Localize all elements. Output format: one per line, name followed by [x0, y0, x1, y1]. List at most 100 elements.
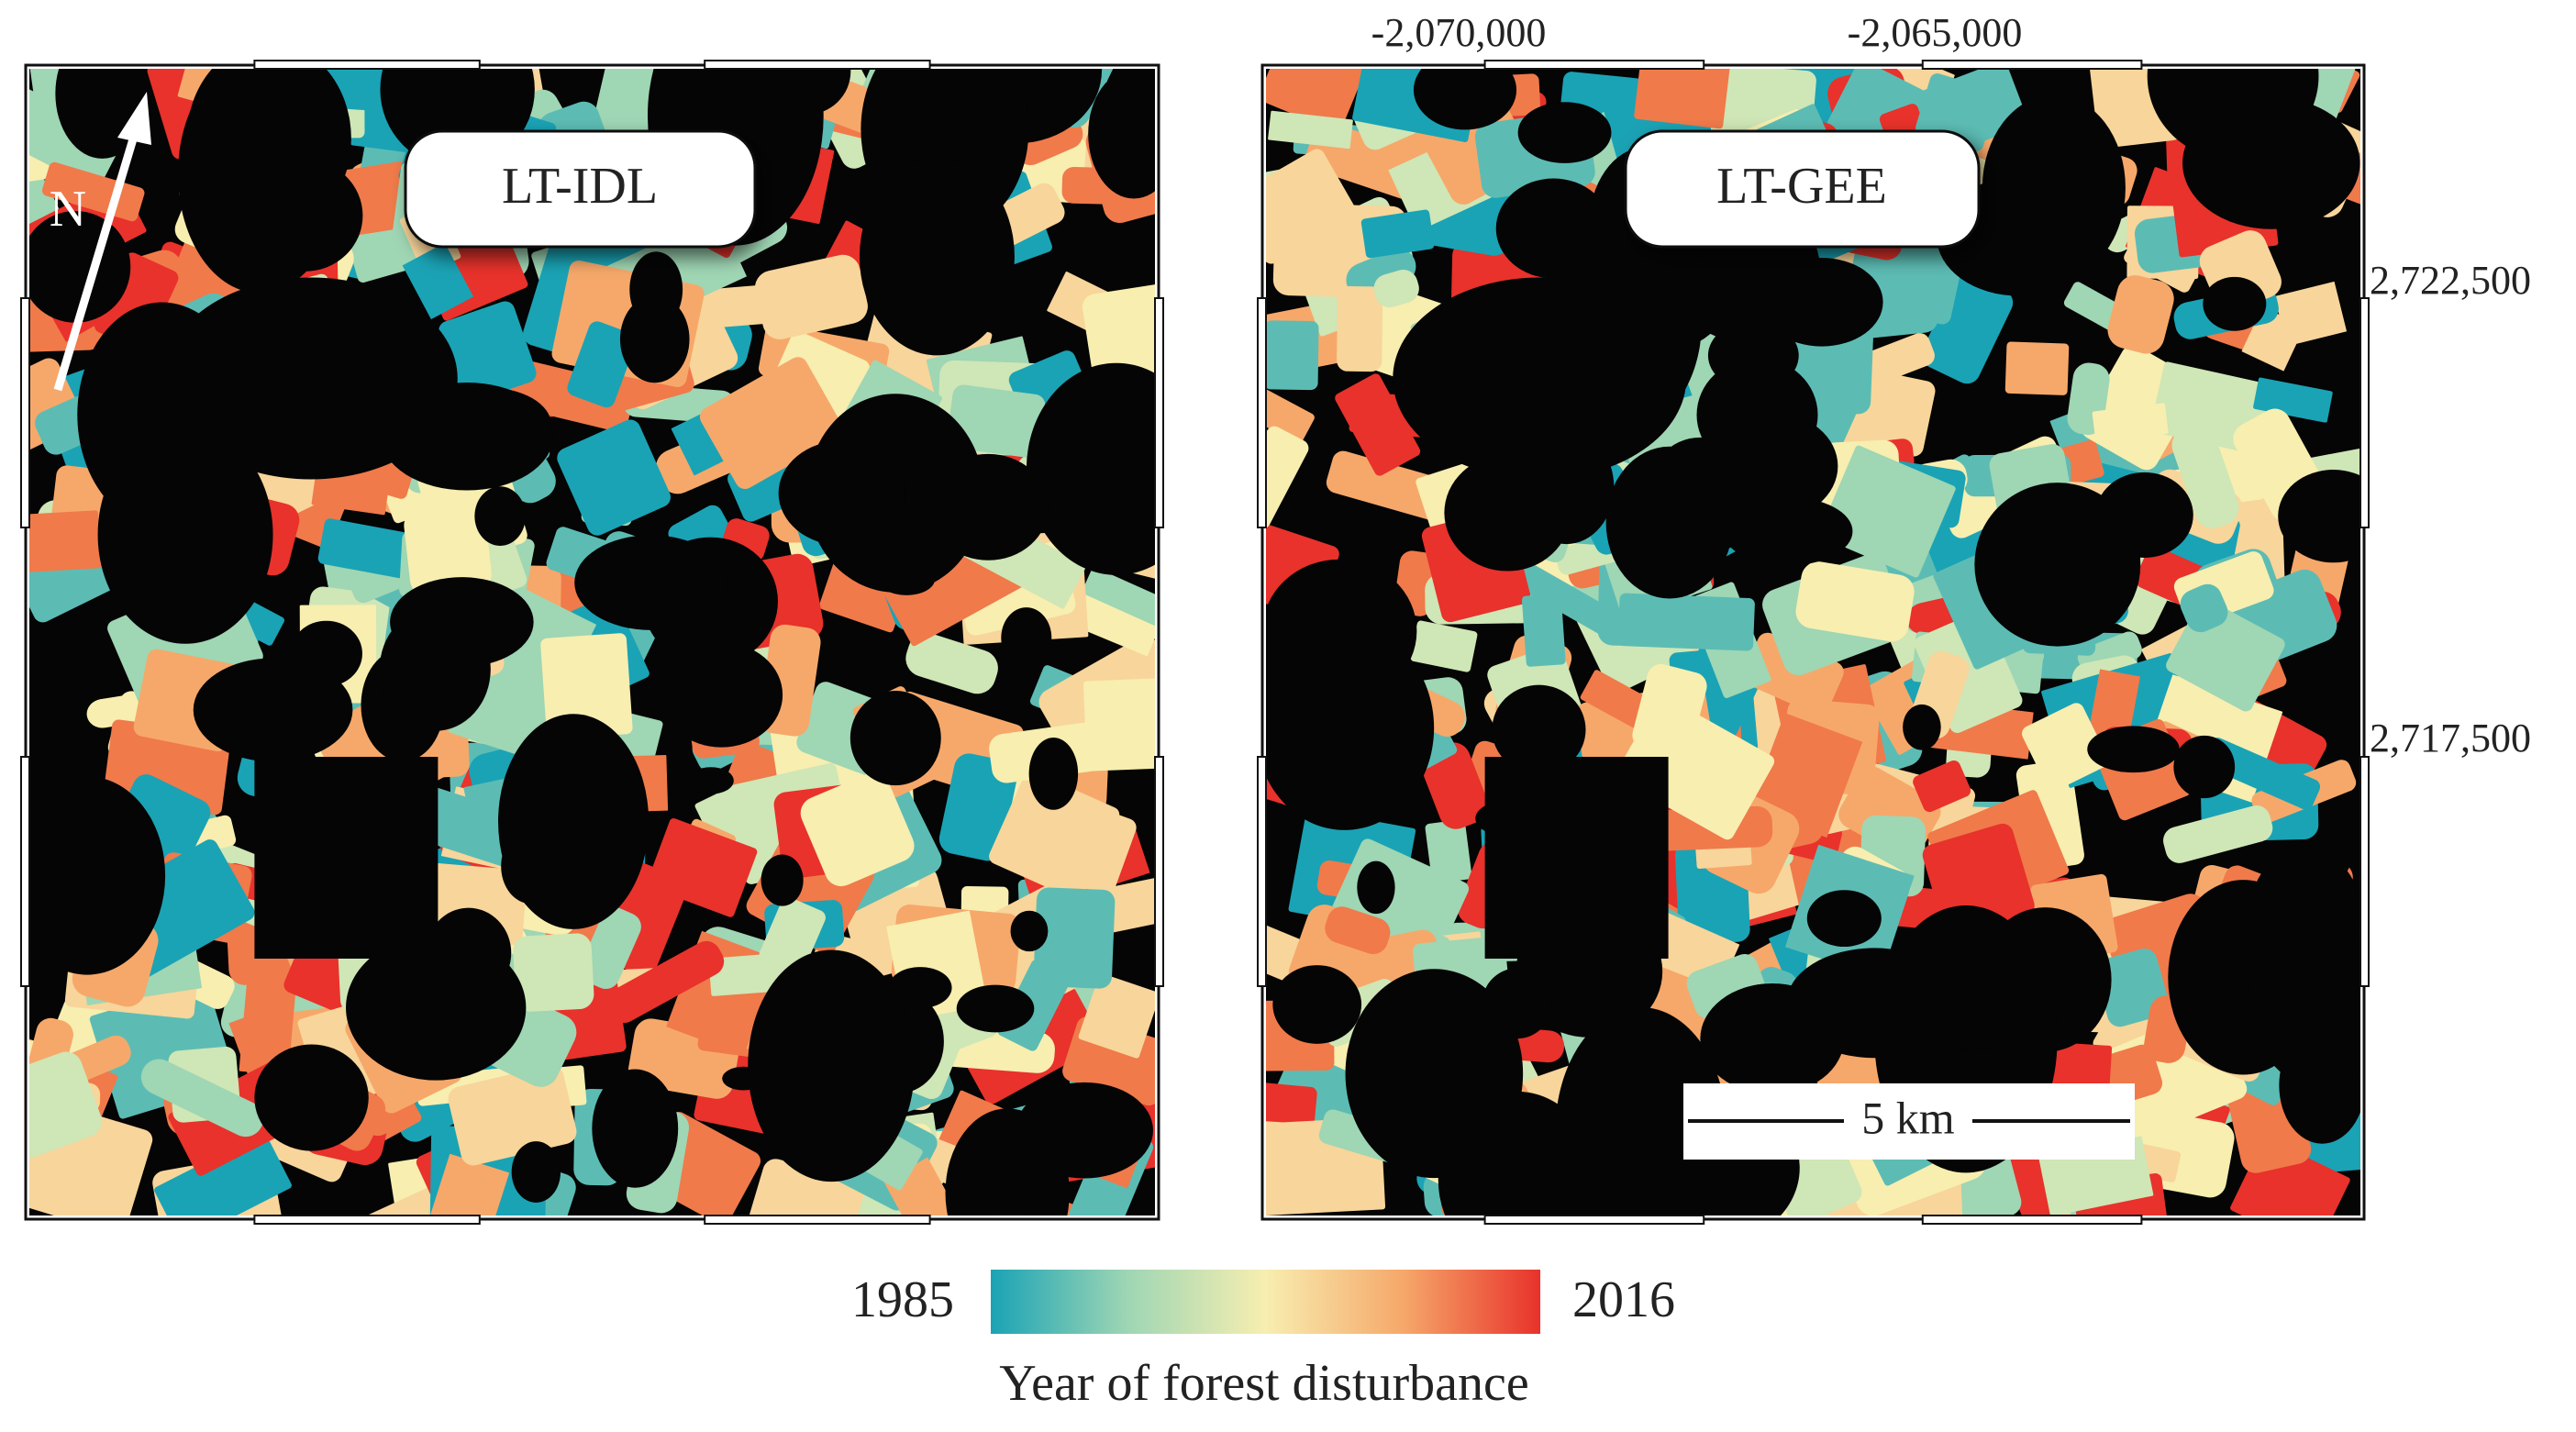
undisturbed-area [2311, 909, 2355, 952]
land-patch [947, 384, 1046, 459]
land-patch [439, 301, 537, 403]
land-patch [1870, 498, 1920, 548]
land-patch [513, 933, 594, 1012]
undisturbed-area [1010, 910, 1049, 952]
undisturbed-area [1413, 69, 1517, 130]
frame-segment [20, 756, 30, 987]
land-patch [2004, 341, 2070, 395]
undisturbed-area [1393, 277, 1687, 480]
frame-segment [253, 1215, 481, 1225]
undisturbed-area [1700, 982, 1845, 1094]
land-patch [1266, 1120, 1344, 1205]
undisturbed-area [421, 387, 551, 462]
undisturbed-area [849, 691, 941, 786]
land-patch [1082, 282, 1155, 389]
land-patch [1325, 906, 1391, 955]
undisturbed-area [1492, 684, 1586, 775]
undisturbed-area [498, 714, 650, 929]
land-patch [1921, 273, 2014, 384]
land-patch [800, 772, 915, 887]
map-panel [29, 69, 1155, 1216]
scale-bar-label: 5 km [1861, 1092, 1955, 1143]
undisturbed-area [1806, 890, 1882, 948]
undisturbed-area [1266, 626, 1435, 830]
land-patch [1266, 69, 1366, 131]
y-coordinate-label: 2,722,500 [2370, 258, 2531, 303]
undisturbed-area [1484, 757, 1669, 959]
land-patch [1616, 695, 1775, 840]
undisturbed-area [83, 803, 140, 867]
frame-segment [253, 60, 481, 70]
land-patch [2107, 275, 2174, 354]
north-label: N [50, 181, 86, 238]
undisturbed-area [783, 461, 854, 527]
undisturbed-area [1482, 968, 1552, 1039]
land-patch [1083, 675, 1155, 772]
undisturbed-area [29, 776, 166, 975]
land-patch [699, 357, 843, 489]
frame-segment [704, 1215, 931, 1225]
land-patch [317, 518, 414, 579]
land-patch [404, 502, 492, 597]
land-patch [1337, 285, 1383, 372]
land-patch [938, 753, 1018, 861]
land-patch [1266, 426, 1309, 529]
land-patch [1033, 887, 1116, 989]
undisturbed-area [927, 453, 1049, 561]
undisturbed-area [1272, 965, 1362, 1044]
land-patch [1854, 333, 1935, 388]
land-patch [2171, 424, 2239, 529]
land-patch [2180, 583, 2228, 633]
land-patch [579, 907, 641, 990]
land-patch [29, 1051, 102, 1166]
undisturbed-area [1028, 737, 1079, 810]
land-patch [1360, 209, 1435, 259]
undisturbed-area [474, 486, 526, 546]
land-patch [41, 161, 145, 222]
land-patch [29, 88, 124, 190]
undisturbed-area [379, 607, 491, 731]
frame-segment [2359, 756, 2370, 987]
map-frame [24, 63, 1160, 1221]
land-patch [1634, 69, 1731, 129]
frame-segment [1921, 1215, 2143, 1225]
land-patch [905, 632, 998, 694]
undisturbed-area [1605, 446, 1734, 599]
land-patch [1425, 819, 1472, 883]
frame-segment [1483, 60, 1705, 70]
frame-segment [2359, 297, 2370, 528]
undisturbed-area [878, 563, 936, 595]
colorbar-min: 1985 [851, 1271, 954, 1328]
undisturbed-area [574, 535, 727, 630]
north-arrow-head [117, 92, 151, 145]
undisturbed-area [660, 642, 783, 748]
map-frame [1260, 63, 2366, 1221]
undisturbed-area [1444, 454, 1571, 572]
panel-label: LT-GEE [1716, 158, 1887, 215]
undisturbed-area [619, 295, 690, 383]
land-patch [1521, 594, 1566, 667]
land-patch [1913, 760, 1971, 813]
undisturbed-area [1974, 483, 2141, 647]
undisturbed-area [2173, 735, 2236, 799]
land-patch [1373, 269, 1419, 308]
colorbar-title: Year of forest disturbance [999, 1355, 1528, 1412]
land-patch [567, 321, 637, 408]
land-patch [239, 961, 298, 1076]
undisturbed-area [976, 1122, 1038, 1212]
frame-segment [1257, 756, 1267, 987]
undisturbed-area [859, 158, 1015, 356]
land-patch [1933, 550, 2030, 670]
undisturbed-area [254, 1044, 369, 1151]
land-patch [1083, 568, 1155, 647]
frame-segment [704, 60, 931, 70]
y-coordinate-label: 2,717,500 [2370, 716, 2531, 760]
undisturbed-area [193, 658, 353, 762]
undisturbed-area [687, 767, 734, 794]
undisturbed-area [1517, 102, 1612, 163]
undisturbed-area [956, 984, 1035, 1033]
undisturbed-area [426, 907, 512, 999]
land-patch [1266, 149, 1357, 264]
undisturbed-area [2278, 469, 2360, 563]
